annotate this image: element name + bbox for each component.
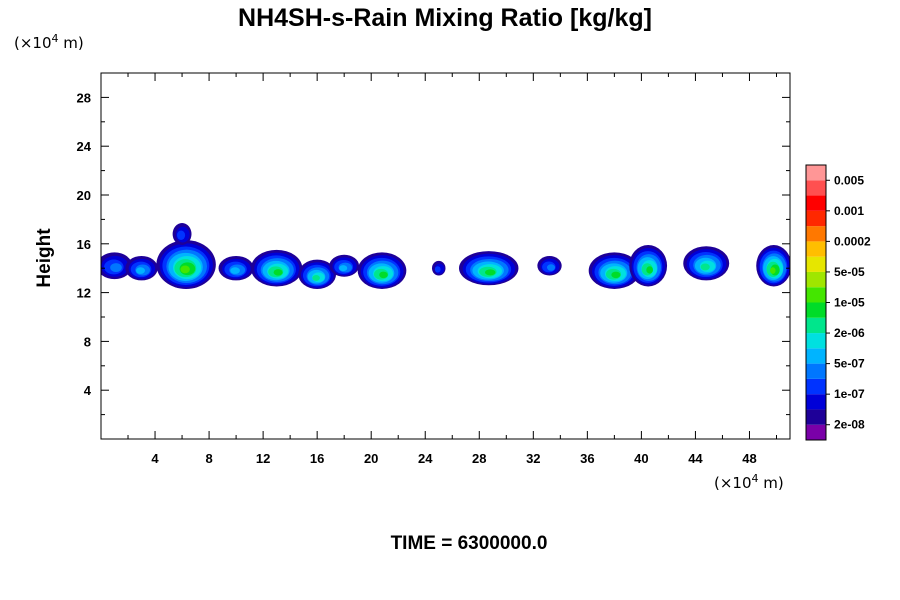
- cloud-cell-band: [230, 267, 240, 274]
- cloud-cell: [588, 252, 641, 289]
- time-label: TIME = 6300000.0: [391, 533, 548, 554]
- colorbar-label: 0.0002: [834, 234, 871, 248]
- chart-title: NH4SH-s-Rain Mixing Ratio [kg/kg]: [238, 4, 652, 32]
- cloud-cell: [431, 260, 446, 276]
- colorbar-swatch: [806, 302, 826, 318]
- cloud-cell: [357, 252, 407, 289]
- cloud-cell: [756, 245, 790, 287]
- x-tick-label: 40: [634, 451, 648, 466]
- colorbar-swatch: [806, 317, 826, 334]
- y-tick-label: 12: [77, 286, 91, 301]
- cloud-cell-band: [700, 263, 710, 271]
- y-tick-label: 28: [77, 90, 91, 105]
- y-tick-label: 4: [84, 383, 92, 398]
- cloud-cell-band: [136, 267, 145, 274]
- colorbar-swatch: [806, 241, 826, 257]
- cloud-cell-band: [379, 271, 388, 279]
- x-tick-label: 36: [580, 451, 594, 466]
- x-tick-label: 48: [742, 451, 756, 466]
- y-tick-label: 20: [77, 188, 91, 203]
- cloud-cell-band: [546, 264, 556, 271]
- colorbar: 2e-08 1e-07 5e-07 2e-06 1e-05 5e-05 0.0002 0.00…: [805, 164, 871, 441]
- data-cells: [101, 223, 790, 289]
- x-tick-label: 20: [364, 451, 378, 466]
- colorbar-label: 2e-06: [834, 326, 865, 340]
- cloud-cell-band: [180, 265, 190, 274]
- colorbar-label: 1e-07: [834, 387, 865, 401]
- x-tick-label: 28: [472, 451, 486, 466]
- colorbar-swatch: [806, 226, 826, 242]
- x-tick-label: 4: [151, 451, 159, 466]
- x-tick-label: 12: [256, 451, 270, 466]
- colorbar-label: 5e-05: [834, 265, 865, 279]
- colorbar-swatch: [806, 180, 826, 196]
- colorbar-swatch: [806, 348, 826, 364]
- colorbar-label: 5e-07: [834, 357, 865, 371]
- x-tick-label: 32: [526, 451, 540, 466]
- x-unit-label: (×104 m): [714, 472, 784, 492]
- cloud-cell-band: [339, 265, 348, 272]
- x-tick-label: 24: [418, 451, 433, 466]
- cloud-cell: [629, 245, 668, 287]
- cloud-cell: [218, 256, 254, 281]
- colorbar-swatch: [806, 394, 826, 410]
- x-tick-label: 16: [310, 451, 324, 466]
- cloud-cell-band: [646, 266, 653, 274]
- x-tick-label: 44: [688, 451, 703, 466]
- colorbar-swatch: [806, 363, 826, 379]
- cloud-cell-band: [312, 274, 320, 281]
- colorbar-label: 0.005: [834, 173, 864, 187]
- cloud-cell-band: [110, 263, 122, 273]
- colorbar-swatch: [806, 271, 826, 288]
- cloud-cell: [537, 256, 562, 276]
- cloud-cell: [298, 259, 337, 289]
- cloud-cell-band: [177, 230, 186, 240]
- cloud-cell-band: [273, 269, 283, 276]
- cloud-cell: [250, 249, 303, 287]
- colorbar-label: 2e-08: [834, 418, 865, 432]
- colorbar-label: 1e-05: [834, 296, 865, 310]
- y-axis-label: Height: [34, 228, 55, 288]
- y-tick-label: 16: [77, 237, 91, 252]
- plot-area: [101, 73, 790, 439]
- y-unit-label: (×104 m): [14, 32, 84, 52]
- cloud-cell-band: [770, 267, 776, 274]
- colorbar-label: 0.001: [834, 204, 864, 218]
- cloud-cell: [156, 240, 216, 289]
- cloud-cell: [101, 252, 133, 280]
- colorbar-swatch: [806, 210, 826, 227]
- colorbar-swatch: [806, 378, 826, 395]
- cloud-cell-band: [611, 271, 621, 279]
- cloud-cell: [172, 223, 192, 246]
- colorbar-swatch: [806, 165, 826, 181]
- x-tick-label: 8: [205, 451, 212, 466]
- y-tick-label: 8: [84, 334, 91, 349]
- cloud-cell: [683, 246, 730, 281]
- colorbar-swatch: [806, 195, 826, 211]
- y-tick-label: 24: [77, 139, 92, 154]
- colorbar-swatch: [806, 256, 826, 272]
- colorbar-swatch: [806, 424, 826, 440]
- plot-frame: [100, 72, 791, 440]
- colorbar-swatch: [806, 287, 826, 303]
- cloud-cell-band: [434, 266, 441, 273]
- colorbar-swatch: [806, 409, 826, 425]
- cloud-cell: [125, 256, 158, 281]
- cloud-cell: [459, 251, 519, 286]
- colorbar-swatch: [806, 333, 826, 349]
- cloud-cell: [329, 254, 360, 277]
- cloud-cell-band: [484, 269, 496, 276]
